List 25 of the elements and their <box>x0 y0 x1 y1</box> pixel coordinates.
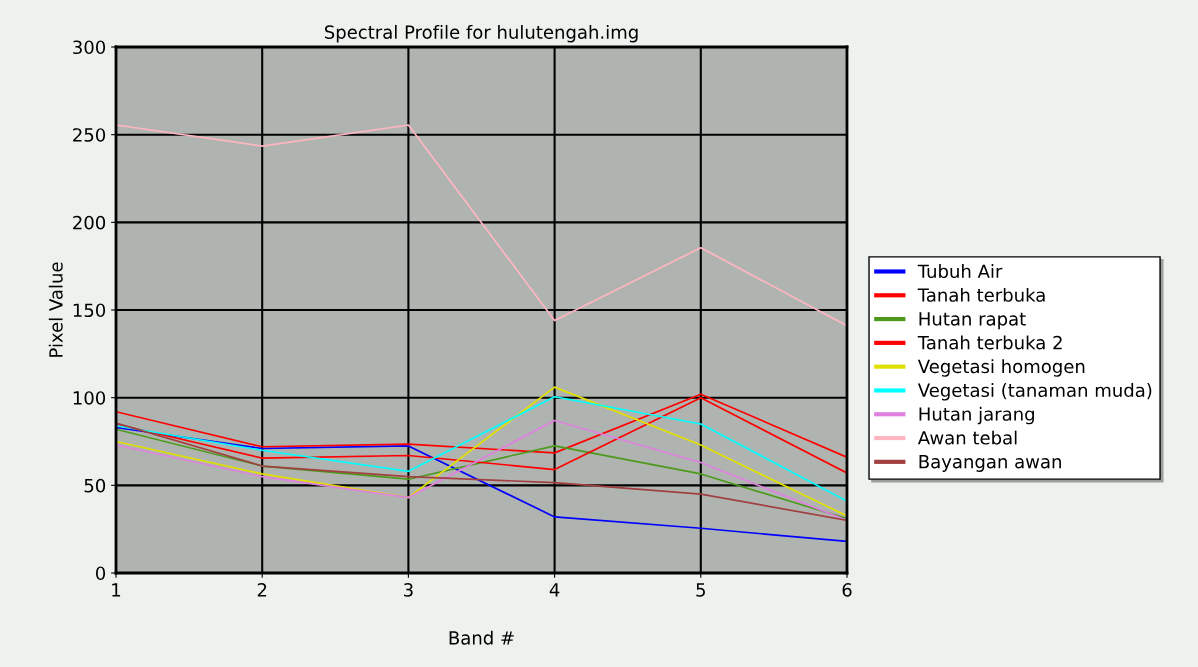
x-tick-label: 2 <box>257 583 267 597</box>
y-tick-label: 50 <box>84 478 106 493</box>
x-axis-title: Band # <box>449 630 514 645</box>
y-tick-label: 250 <box>73 128 106 142</box>
x-tick-label: 4 <box>549 583 560 597</box>
legend-label: Tubuh Air <box>917 264 1003 279</box>
legend-label: Awan tebal <box>917 430 1017 445</box>
legend-label: Tanah terbuka 2 <box>917 335 1062 350</box>
y-tick-label: 150 <box>73 303 106 318</box>
y-tick-label: 300 <box>73 40 106 55</box>
x-tick-label: 5 <box>696 583 705 597</box>
y-axis-title: Pixel Value <box>48 262 63 357</box>
y-tick-label: 0 <box>95 566 106 581</box>
legend-label: Vegetasi (tanaman muda) <box>917 383 1152 401</box>
legend-label: Vegetasi homogen <box>917 359 1085 377</box>
legend-label: Tanah terbuka <box>917 287 1045 302</box>
legend-label: Hutan rapat <box>919 312 1026 330</box>
legend-label: Bayangan awan <box>919 454 1061 472</box>
x-tick-label: 1 <box>112 583 121 597</box>
x-tick-label: 6 <box>842 583 852 597</box>
chart-title: Spectral Profile for hulutengah.img <box>324 24 638 43</box>
x-tick-label: 3 <box>404 583 413 597</box>
legend-label: Hutan jarang <box>919 406 1034 425</box>
y-tick-label: 200 <box>73 215 106 230</box>
y-tick-label: 100 <box>73 391 106 405</box>
